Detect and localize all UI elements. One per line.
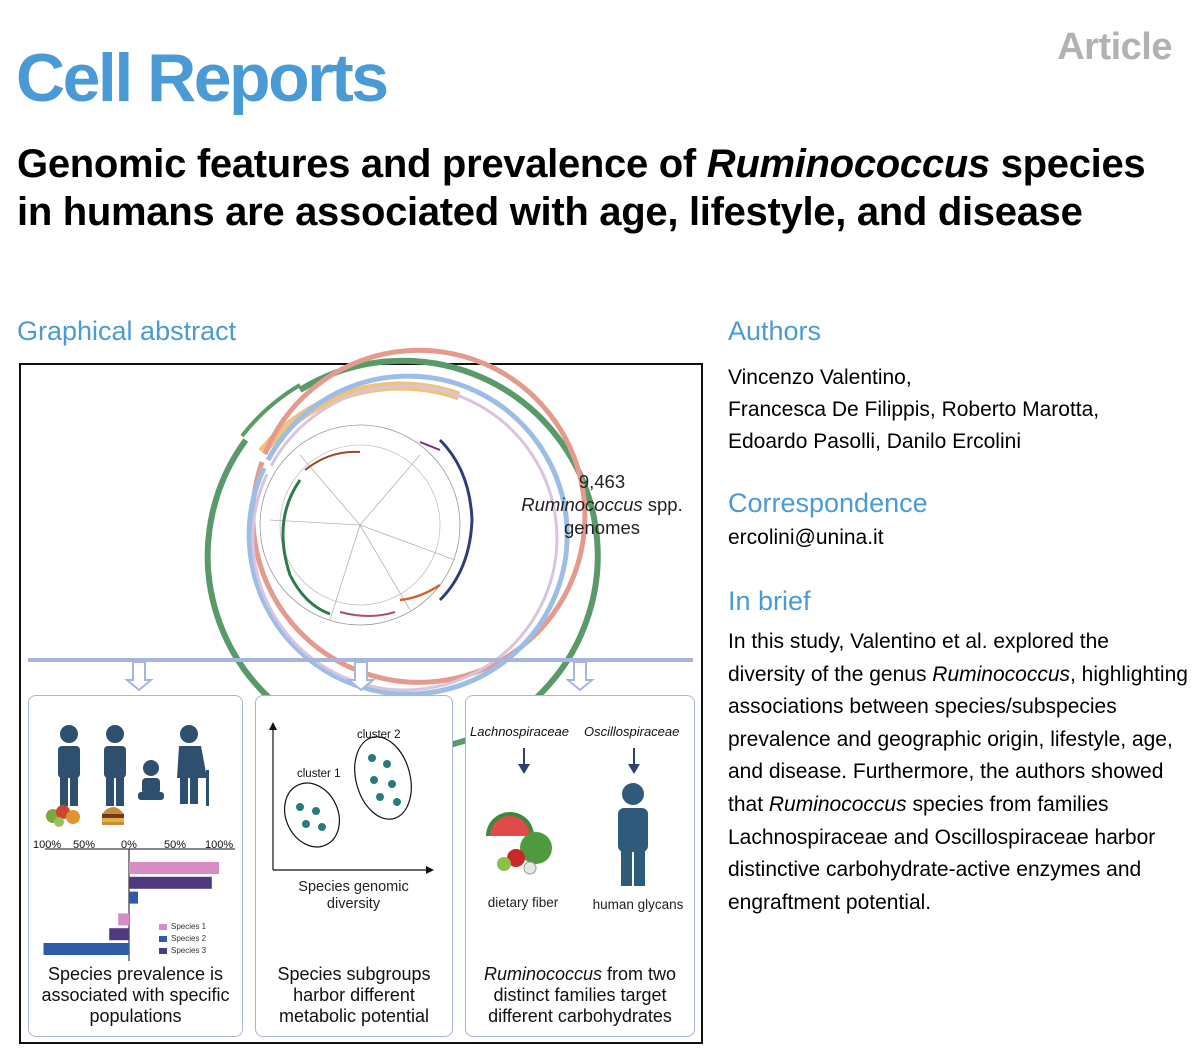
prevalence-bar bbox=[129, 862, 219, 874]
diversity-axis-label: Species genomic diversity bbox=[298, 879, 409, 912]
legend-swatch bbox=[159, 936, 167, 942]
correspondence-email[interactable]: ercolini@unina.it bbox=[728, 526, 884, 549]
vegetables-icon bbox=[46, 805, 80, 827]
person-icon bbox=[618, 783, 648, 886]
target-dietary-fiber: dietary fiber bbox=[487, 895, 559, 910]
axis-tick: 50% bbox=[73, 839, 96, 851]
in-brief-heading: In brief bbox=[728, 586, 811, 616]
genomes-count-label: 9,463 Ruminococcus spp. genomes bbox=[521, 471, 683, 538]
person-icon bbox=[104, 725, 126, 806]
panel-diversity: cluster 1 cluster 2 Species genomic dive… bbox=[255, 695, 453, 1037]
graphical-abstract-heading: Graphical abstract bbox=[17, 316, 237, 346]
axis-tick: 100% bbox=[33, 839, 62, 851]
cluster-1-points bbox=[296, 803, 326, 831]
author-line: Francesca De Filippis, Roberto Marotta, bbox=[728, 398, 1100, 421]
prevalence-bar bbox=[129, 876, 212, 889]
down-arrow-icon bbox=[124, 661, 154, 692]
axis-tick: 0% bbox=[121, 839, 137, 851]
family-label-lachnospiraceae: Lachnospiraceae bbox=[470, 724, 570, 739]
legend-label: Species 3 bbox=[171, 946, 207, 955]
down-arrow-icon bbox=[346, 661, 376, 692]
prevalence-bar bbox=[118, 913, 129, 926]
prevalence-bar bbox=[129, 891, 138, 904]
panel-carbohydrates: Lachnospiraceae Oscillospiraceae dietary… bbox=[465, 695, 695, 1037]
axis-tick: 100% bbox=[205, 839, 234, 851]
in-brief-text: In this study, Valentino et al. explored… bbox=[728, 630, 1188, 914]
family-label-oscillospiraceae: Oscillospiraceae bbox=[584, 724, 680, 739]
cluster-1-label: cluster 1 bbox=[297, 768, 341, 780]
panel-carbohydrates-figure bbox=[486, 748, 648, 886]
article-type-label: Article bbox=[1057, 26, 1172, 68]
panel-diversity-figure bbox=[269, 722, 434, 874]
legend-label: Species 2 bbox=[171, 934, 207, 943]
target-human-glycans: human glycans bbox=[592, 897, 684, 912]
panel-caption: Species subgroups harbor different metab… bbox=[277, 964, 431, 1026]
legend-label: Species 1 bbox=[171, 922, 207, 931]
author-line: Vincenzo Valentino, bbox=[728, 366, 912, 389]
panel-prevalence-figure bbox=[43, 725, 235, 961]
burger-icon bbox=[102, 807, 124, 825]
fiber-food-icon bbox=[486, 812, 552, 875]
baby-icon bbox=[138, 760, 164, 800]
legend-swatch bbox=[159, 924, 167, 930]
journal-name: Cell Reports bbox=[16, 40, 389, 116]
cluster-2-points bbox=[368, 754, 401, 806]
elderly-person-icon bbox=[177, 725, 209, 806]
legend-swatch bbox=[159, 948, 167, 954]
title-genus: Ruminococcus bbox=[706, 142, 990, 186]
prevalence-bar bbox=[109, 928, 129, 941]
phylogenetic-tree bbox=[204, 347, 601, 754]
down-arrow-icon bbox=[565, 661, 595, 692]
prevalence-bar bbox=[43, 943, 129, 955]
author-list: Vincenzo Valentino, Francesca De Filippi… bbox=[728, 362, 1188, 458]
panel-caption: Species prevalence is associated with sp… bbox=[41, 964, 230, 1026]
author-line: Edoardo Pasolli, Danilo Ercolini bbox=[728, 430, 1021, 453]
panel-prevalence: 100% 50% 0% 50% 100% Species 1 Species 2… bbox=[28, 695, 243, 1037]
panel-caption: Ruminococcus from two distinct families … bbox=[483, 964, 677, 1026]
article-title: Genomic features and prevalence of Rumin… bbox=[17, 142, 1146, 234]
cluster-2-label: cluster 2 bbox=[357, 729, 401, 741]
axis-tick: 50% bbox=[164, 839, 187, 851]
authors-heading: Authors bbox=[728, 316, 822, 346]
person-icon bbox=[58, 725, 80, 806]
correspondence-heading: Correspondence bbox=[728, 488, 928, 518]
